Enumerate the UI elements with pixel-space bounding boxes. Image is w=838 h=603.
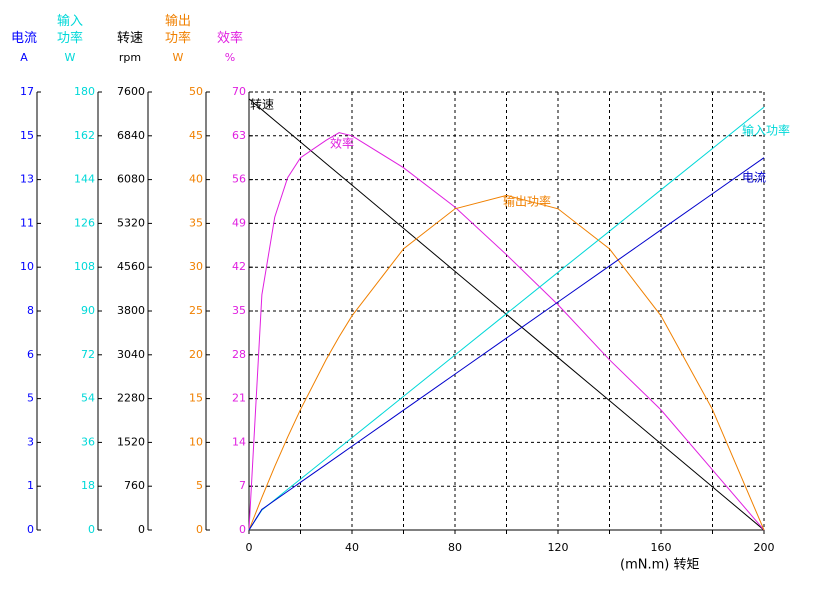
x-tick-label: 80 bbox=[448, 541, 462, 554]
y-tick-label: 6080 bbox=[117, 173, 145, 186]
y-tick-label: 7 bbox=[239, 479, 246, 492]
y-tick-label: 49 bbox=[232, 216, 246, 229]
axis-unit: A bbox=[20, 51, 28, 64]
series-label: 输出功率 bbox=[503, 194, 551, 209]
series-line bbox=[248, 98, 765, 531]
y-tick-label: 25 bbox=[189, 304, 203, 317]
y-tick-label: 760 bbox=[124, 479, 145, 492]
y-tick-label: 30 bbox=[189, 260, 203, 273]
y-tick-label: 0 bbox=[196, 523, 203, 536]
series-line bbox=[248, 194, 765, 531]
y-tick-label: 1520 bbox=[117, 435, 145, 448]
x-axis-title: (mN.m) 转矩 bbox=[620, 558, 699, 573]
x-tick-label: 160 bbox=[651, 541, 672, 554]
y-tick-label: 21 bbox=[232, 392, 246, 405]
y-tick-label: 5 bbox=[27, 392, 34, 405]
y-tick-label: 5 bbox=[196, 479, 203, 492]
y-tick-label: 0 bbox=[27, 523, 34, 536]
y-tick-label: 70 bbox=[232, 85, 246, 98]
y-tick-label: 72 bbox=[81, 348, 95, 361]
y-tick-label: 90 bbox=[81, 304, 95, 317]
y-tick-label: 54 bbox=[81, 392, 95, 405]
axis-name: 效率 bbox=[216, 31, 243, 46]
y-tick-label: 10 bbox=[189, 435, 203, 448]
axis-name: 转速 bbox=[116, 31, 143, 46]
y-tick-label: 0 bbox=[239, 523, 246, 536]
axis-unit: rpm bbox=[118, 51, 142, 64]
y-tick-label: 7600 bbox=[117, 85, 145, 98]
series-label: 效率 bbox=[330, 136, 354, 151]
series-label: 转速 bbox=[250, 97, 274, 112]
y-tick-label: 6 bbox=[27, 348, 34, 361]
y-tick-label: 14 bbox=[232, 435, 246, 448]
y-tick-label: 15 bbox=[189, 392, 203, 405]
series-label: 输入功率 bbox=[742, 123, 790, 138]
y-tick-label: 1 bbox=[27, 479, 34, 492]
y-tick-label: 18 bbox=[81, 479, 95, 492]
series-line bbox=[248, 106, 765, 531]
axis-name: 输出功率 bbox=[164, 14, 191, 46]
x-tick-label: 0 bbox=[246, 541, 253, 554]
y-tick-label: 45 bbox=[189, 129, 203, 142]
axis-name: 电流 bbox=[10, 31, 37, 46]
y-tick-label: 56 bbox=[232, 173, 246, 186]
series-line bbox=[248, 132, 765, 531]
axis-name: 输入功率 bbox=[56, 14, 83, 46]
y-tick-label: 11 bbox=[20, 216, 34, 229]
y-tick-label: 4560 bbox=[117, 260, 145, 273]
y-tick-label: 0 bbox=[138, 523, 145, 536]
y-tick-label: 42 bbox=[232, 260, 246, 273]
y-tick-label: 10 bbox=[20, 260, 34, 273]
y-tick-label: 36 bbox=[81, 435, 95, 448]
y-tick-label: 126 bbox=[74, 216, 95, 229]
x-tick-label: 40 bbox=[345, 541, 359, 554]
y-tick-label: 17 bbox=[20, 85, 34, 98]
y-tick-label: 50 bbox=[189, 85, 203, 98]
y-tick-label: 3040 bbox=[117, 348, 145, 361]
y-tick-label: 180 bbox=[74, 85, 95, 98]
y-tick-label: 35 bbox=[189, 216, 203, 229]
y-tick-label: 20 bbox=[189, 348, 203, 361]
y-tick-label: 0 bbox=[88, 523, 95, 536]
series-label: 电流 bbox=[742, 171, 766, 185]
y-tick-label: 144 bbox=[74, 173, 95, 186]
y-tick-label: 162 bbox=[74, 129, 95, 142]
x-tick-label: 120 bbox=[548, 541, 569, 554]
y-tick-label: 108 bbox=[74, 260, 95, 273]
y-tick-label: 35 bbox=[232, 304, 246, 317]
x-tick-label: 200 bbox=[754, 541, 775, 554]
y-tick-label: 3800 bbox=[117, 304, 145, 317]
axis-unit: W bbox=[64, 51, 76, 64]
y-tick-label: 3 bbox=[27, 435, 34, 448]
y-tick-label: 40 bbox=[189, 173, 203, 186]
y-tick-label: 2280 bbox=[117, 392, 145, 405]
y-tick-label: 8 bbox=[27, 304, 34, 317]
y-tick-label: 6840 bbox=[117, 129, 145, 142]
axis-unit: % bbox=[224, 51, 236, 64]
y-tick-label: 63 bbox=[232, 129, 246, 142]
y-tick-label: 5320 bbox=[117, 216, 145, 229]
axis-unit: W bbox=[172, 51, 184, 64]
y-tick-label: 15 bbox=[20, 129, 34, 142]
y-tick-label: 28 bbox=[232, 348, 246, 361]
series-line bbox=[248, 157, 765, 531]
y-tick-label: 13 bbox=[20, 173, 34, 186]
